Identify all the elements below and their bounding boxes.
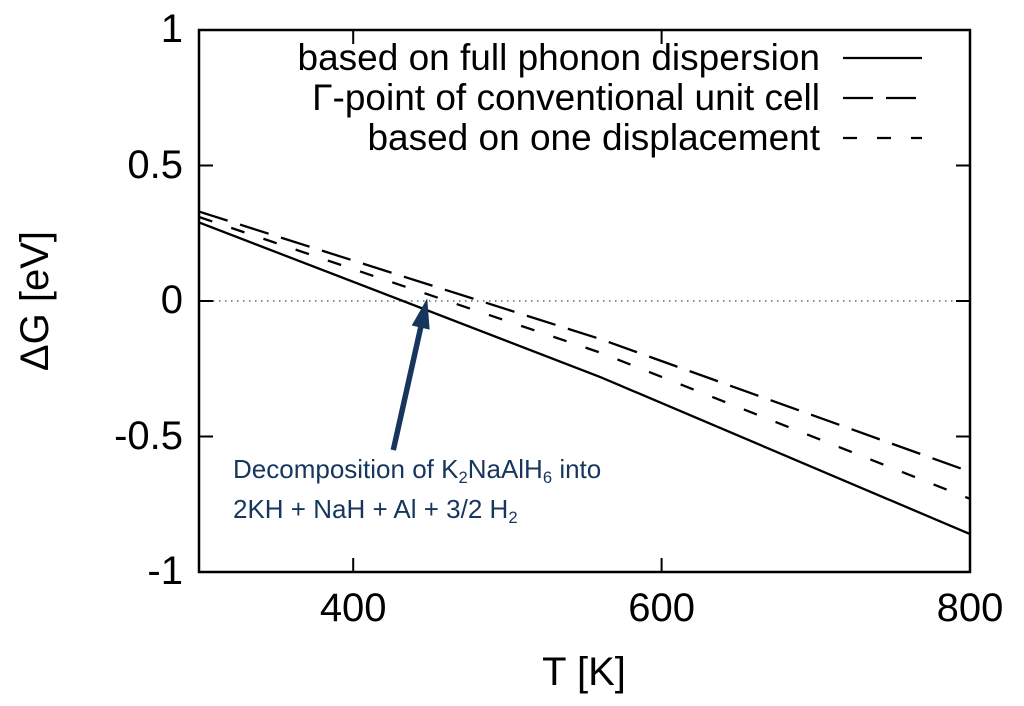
annotation-text: 2KH + NaH + Al + 3/2 H: [233, 494, 509, 524]
series-line-1: [198, 210, 971, 473]
annotation-text: NaAlH: [467, 454, 543, 484]
annotation-arrow-head: [411, 298, 430, 330]
annotation-arrow-shaft: [390, 323, 425, 451]
y-tick-label--0.5: -0.5: [114, 413, 183, 458]
x-axis-title: T [K]: [542, 650, 626, 694]
x-tick-label-600: 600: [628, 586, 695, 630]
y-tick-label-0.5: 0.5: [127, 142, 183, 187]
y-tick-label-0: 0: [160, 278, 183, 322]
legend-label-one-displacement: based on one displacement: [367, 117, 820, 158]
legend-label-full-phonon-dispersion: based on full phonon dispersion: [297, 37, 821, 78]
annotation-subscript: 2: [508, 507, 518, 527]
legend-label-gamma-point: Γ-point of conventional unit cell: [312, 77, 820, 118]
y-tick-label-1: 1: [160, 7, 183, 51]
series-line-0: [198, 221, 971, 536]
annotation-line-2: 2KH + NaH + Al + 3/2 H2: [233, 489, 601, 529]
annotation-line-1: Decomposition of K2NaAlH6 into: [233, 449, 601, 489]
decomposition-annotation: Decomposition of K2NaAlH6 into 2KH + NaH…: [233, 449, 601, 529]
x-tick-label-800: 800: [936, 586, 1004, 630]
annotation-text: Decomposition of K: [233, 454, 459, 484]
y-tick-label--1: -1: [147, 549, 183, 593]
x-tick-label-400: 400: [319, 586, 387, 630]
series-line-2: [198, 215, 971, 500]
annotation-subscript: 2: [458, 467, 468, 487]
annotation-text: into: [552, 454, 602, 484]
annotation-subscript: 6: [542, 467, 553, 487]
